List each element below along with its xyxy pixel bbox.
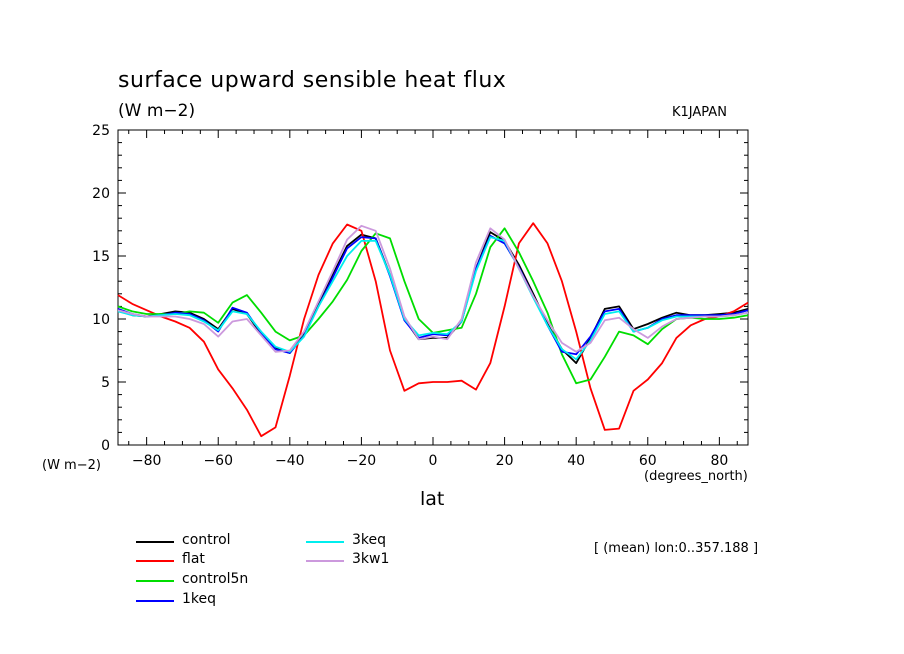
y-axis-units: (W m−2) <box>42 458 101 473</box>
x-tick-label: 20 <box>496 453 514 469</box>
x-tick-label: −80 <box>132 453 162 469</box>
x-tick-label: 0 <box>429 453 438 469</box>
x-axis-label: lat <box>420 488 445 510</box>
x-tick-label: 60 <box>639 453 657 469</box>
x-tick-label: 40 <box>567 453 585 469</box>
legend-swatch <box>136 560 174 562</box>
legend-label: 1keq <box>182 591 217 607</box>
chart-units: (W m−2) <box>118 101 196 121</box>
chart-title: surface upward sensible heat flux <box>118 68 507 93</box>
series-line-3kw1 <box>117 224 749 353</box>
y-tick-label: 20 <box>92 186 110 202</box>
x-tick-label: 80 <box>710 453 728 469</box>
legend-swatch <box>136 600 174 602</box>
legend-label: 3kw1 <box>352 551 390 567</box>
series-line-3keq <box>117 236 749 361</box>
x-tick-label: −40 <box>275 453 305 469</box>
x-axis-units: (degrees_north) <box>644 469 748 484</box>
y-tick-label: 0 <box>101 438 110 454</box>
legend-swatch <box>136 580 174 582</box>
y-tick-label: 15 <box>92 249 110 265</box>
series-line-control <box>117 231 749 365</box>
y-tick-label: 5 <box>101 375 110 391</box>
legend-label: flat <box>182 551 205 567</box>
series-line-flat <box>117 222 749 438</box>
x-tick-label: −60 <box>203 453 233 469</box>
x-tick-label: −20 <box>347 453 377 469</box>
legend-label: 3keq <box>352 532 387 548</box>
legend-label: control <box>182 532 231 548</box>
model-label: K1JAPAN <box>672 105 727 120</box>
plot-frame <box>117 129 749 446</box>
mean-note: [ (mean) lon:0..357.188 ] <box>594 541 759 556</box>
y-tick-label: 10 <box>92 312 110 328</box>
y-tick-label: 25 <box>92 123 110 139</box>
legend-swatch <box>136 541 174 543</box>
legend-swatch <box>306 541 344 543</box>
legend-swatch <box>306 560 344 562</box>
legend-label: control5n <box>182 571 249 587</box>
